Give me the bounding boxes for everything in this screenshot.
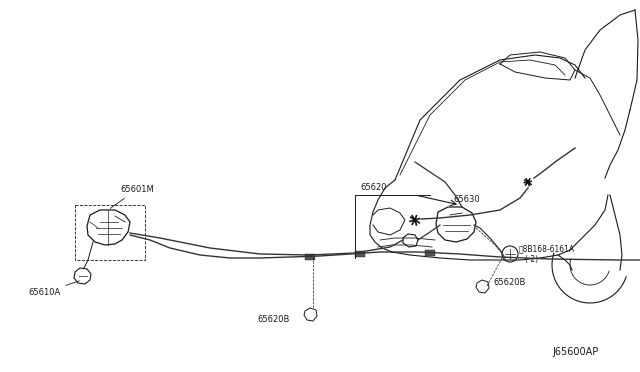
Bar <box>305 254 315 260</box>
Text: 65601M: 65601M <box>110 185 154 208</box>
Bar <box>425 250 435 256</box>
Text: 65630: 65630 <box>453 195 479 204</box>
Text: 65620: 65620 <box>360 183 387 192</box>
Text: J65600AP: J65600AP <box>552 347 598 357</box>
Text: 65620B: 65620B <box>257 315 289 324</box>
Text: 65610A: 65610A <box>28 281 79 297</box>
Text: Ⓢ8B168-6161A: Ⓢ8B168-6161A <box>519 244 575 253</box>
Bar <box>75 205 145 260</box>
Text: 65620B: 65620B <box>493 278 525 287</box>
Bar <box>355 251 365 257</box>
Text: ( 2): ( 2) <box>525 255 538 264</box>
